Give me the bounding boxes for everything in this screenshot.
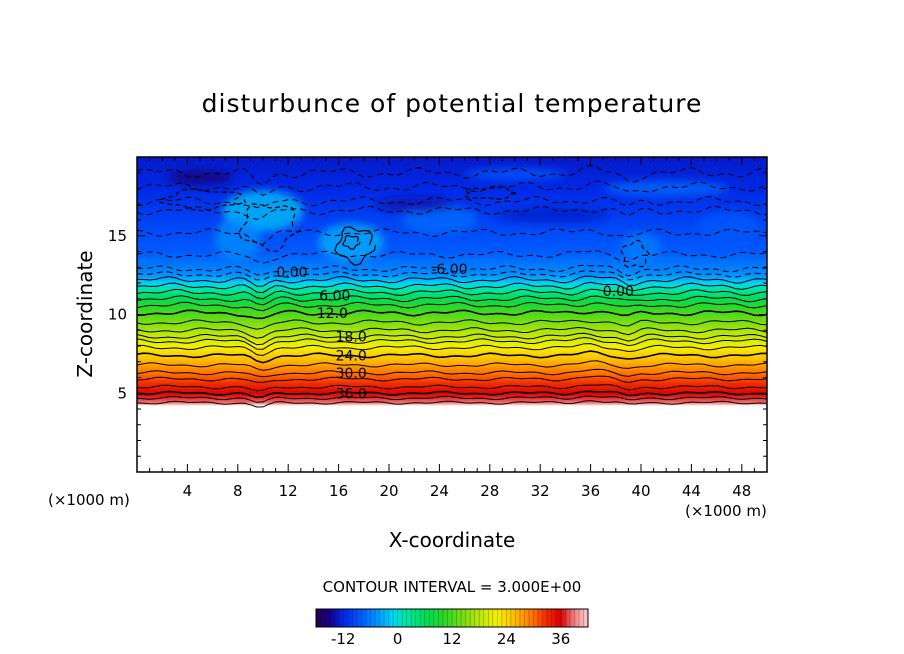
colorbar-tick-label: 0 (393, 630, 403, 648)
contour-line-negative (137, 205, 767, 220)
x-tick-label: 12 (279, 482, 298, 500)
colorbar-tick-label: 12 (442, 630, 461, 648)
y-tick-label: 15 (108, 227, 127, 245)
contour-line (137, 295, 767, 306)
contour-line-negative (137, 250, 767, 264)
contour-line (137, 350, 767, 364)
x-tick-label: 4 (183, 482, 193, 500)
contour-line (137, 275, 767, 287)
chart-title: disturbunce of potential temperature (202, 89, 703, 118)
contour-interval-note: CONTOUR INTERVAL = 3.000E+00 (323, 578, 582, 596)
x-unit-left: (×1000 m) (48, 491, 130, 509)
contour-label: 0.00 (603, 284, 634, 300)
contour-line (137, 336, 767, 350)
x-axis-label: X-coordinate (389, 528, 516, 552)
x-tick-label: 20 (379, 482, 398, 500)
contour-line (137, 384, 767, 392)
colorbar-tick-label: 36 (551, 630, 570, 648)
contour-label: 36.0 (336, 386, 367, 402)
x-tick-label: 40 (631, 482, 650, 500)
contour-line (137, 288, 767, 300)
y-tick-label: 10 (108, 306, 127, 324)
x-unit-right: (×1000 m) (685, 502, 767, 520)
colorbar-tick-label: -12 (331, 630, 356, 648)
x-tick-label: 36 (581, 482, 600, 500)
contour-line (137, 319, 767, 330)
y-tick-label: 5 (117, 384, 127, 402)
colorbar (315, 608, 589, 628)
contour-line (137, 281, 767, 294)
contour-line (137, 332, 767, 346)
contour-line-negative (620, 239, 650, 268)
y-axis-label: Z-coordinate (73, 250, 97, 377)
turbulence-patch (697, 212, 761, 241)
contour-line (334, 226, 376, 267)
contour-line (137, 390, 767, 399)
turbulence-patch (376, 196, 453, 213)
contour-line (342, 234, 361, 250)
x-tick-label: 48 (732, 482, 751, 500)
contour-line (137, 375, 767, 384)
x-tick-label: 8 (233, 482, 243, 500)
contour-line (137, 309, 767, 320)
turbulence-patch (215, 216, 261, 261)
contour-label: -6.00 (431, 262, 467, 278)
contour-label: 30.0 (336, 366, 367, 382)
contour-line (137, 326, 767, 339)
x-tick-label: 16 (329, 482, 348, 500)
y-axis-ticks: 5 10 15 (108, 172, 767, 457)
contour-line (137, 343, 767, 357)
contour-label: 6.00 (319, 289, 350, 305)
turbulence-patch (401, 205, 478, 235)
contour-label: 12.0 (317, 306, 348, 322)
x-tick-label: 32 (531, 482, 550, 500)
contour-line-negative (463, 186, 517, 200)
colorbar-bins (320, 609, 584, 627)
contour-line-negative (137, 195, 767, 208)
contour-label: 24.0 (336, 348, 367, 364)
contour-line-negative (237, 203, 303, 252)
turbulence-patch (620, 232, 662, 265)
turbulence-patch (318, 223, 384, 261)
contour-line (137, 360, 767, 371)
x-axis-ticks: 4 8 12 16 20 24 28 32 36 40 44 48 (149, 157, 755, 500)
contour-label: 0.00 (276, 265, 307, 281)
x-tick-label: 44 (682, 482, 701, 500)
x-tick-label: 24 (430, 482, 449, 500)
turbulence-patch (603, 180, 730, 197)
colorbar-ticks: -12 0 12 24 36 (331, 630, 570, 648)
turbulence-patch (167, 169, 233, 186)
x-tick-label: 28 (480, 482, 499, 500)
contour-line (137, 368, 767, 378)
contour-line-negative (137, 164, 767, 186)
turbulence-patch (464, 168, 566, 181)
contour-line (137, 301, 767, 312)
contour-label: 18.0 (336, 330, 367, 346)
contour-line-negative (137, 270, 767, 281)
colorbar-tick-label: 24 (497, 630, 516, 648)
turbulence-patches (167, 168, 761, 265)
contour-line-negative (137, 180, 767, 196)
contour-line (137, 400, 767, 408)
contour-line-negative (137, 228, 767, 246)
contour-line (137, 395, 767, 403)
contour-line-negative (137, 264, 767, 277)
contour-lines (137, 164, 767, 408)
